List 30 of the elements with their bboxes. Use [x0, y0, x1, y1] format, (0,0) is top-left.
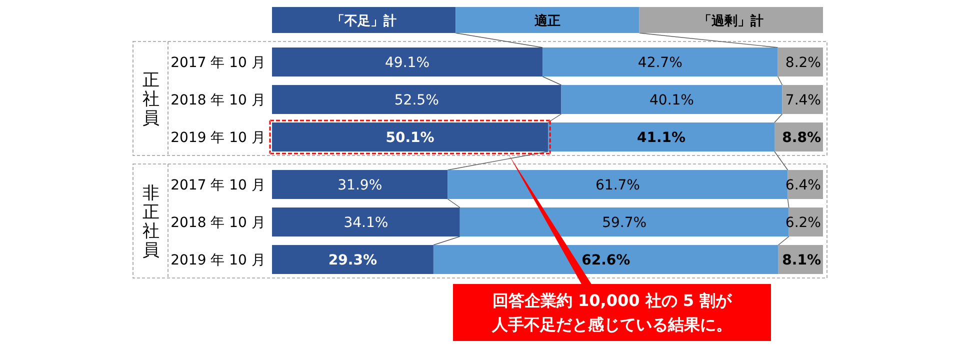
data-label: 41.1%	[636, 130, 686, 146]
data-label: 61.7%	[596, 178, 640, 194]
series-label: 「過剰」計	[698, 13, 764, 29]
data-label: 34.1%	[344, 215, 388, 231]
data-label: 29.3%	[328, 252, 378, 268]
data-label: 49.1%	[385, 55, 430, 71]
data-label: 6.2%	[785, 215, 821, 231]
data-label: 42.7%	[638, 55, 682, 71]
data-label: 6.4%	[785, 178, 821, 194]
data-label: 52.5%	[394, 92, 439, 108]
data-label: 8.8%	[782, 130, 821, 146]
text: 正社員	[142, 70, 160, 128]
data-label: 40.1%	[650, 92, 694, 108]
data-label: 8.2%	[785, 55, 821, 71]
data-label: 31.9%	[338, 178, 382, 194]
text: 非正社員	[142, 184, 160, 260]
y-tick-label: 2018 年 10 月	[170, 215, 266, 231]
text: 回答企業約 10,000 社の 5 割が人手不足だと感じている結果に。	[491, 291, 733, 334]
series-label: 適正	[534, 13, 560, 29]
y-tick-label: 2019 年 10 月	[170, 252, 266, 268]
y-tick-label: 2018 年 10 月	[170, 92, 266, 108]
data-label: 8.1%	[782, 252, 821, 268]
y-tick-label: 2017 年 10 月	[170, 55, 266, 71]
series-label: 「不足」計	[331, 13, 396, 29]
y-tick-label: 2017 年 10 月	[170, 178, 266, 194]
data-label: 62.6%	[582, 252, 630, 268]
data-label: 59.7%	[602, 215, 647, 231]
data-label: 7.4%	[785, 92, 821, 108]
y-tick-label: 2019 年 10 月	[170, 130, 266, 146]
data-label: 50.1%	[386, 130, 434, 146]
